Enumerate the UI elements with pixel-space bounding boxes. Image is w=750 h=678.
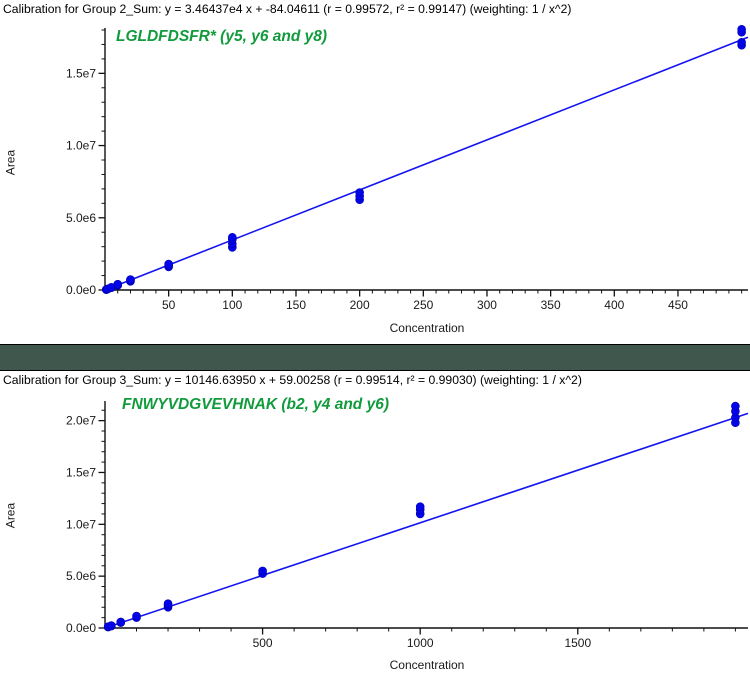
data-point xyxy=(737,24,746,34)
y-axis-label-top: Area xyxy=(3,149,18,176)
data-point xyxy=(126,275,135,284)
x-tick-label: 50 xyxy=(162,298,176,312)
x-tick-label: 500 xyxy=(253,636,273,650)
y-tick-label: 0.0e0 xyxy=(66,621,96,635)
x-tick-label: 350 xyxy=(541,298,561,312)
x-axis-label-top: Concentration xyxy=(389,321,465,335)
x-axis: 50 100 150 200 250 300 350 400 450 xyxy=(105,289,748,312)
y-axis: 0.0e0 5.0e6 1.0e7 1.5e7 xyxy=(66,28,106,297)
x-tick-label: 1000 xyxy=(407,636,434,650)
data-points xyxy=(103,401,740,632)
y-tick-label: 5.0e6 xyxy=(66,569,96,583)
data-point xyxy=(737,37,746,47)
data-point xyxy=(163,599,173,608)
x-tick-label: 400 xyxy=(604,298,624,312)
data-point xyxy=(107,621,116,630)
y-tick-label: 5.0e6 xyxy=(66,211,96,225)
x-tick-label: 150 xyxy=(286,298,306,312)
data-point xyxy=(731,401,740,411)
x-tick-label: 300 xyxy=(477,298,497,312)
x-tick-label: 250 xyxy=(413,298,433,312)
y-tick-label: 2.0e7 xyxy=(66,414,96,428)
fit-line xyxy=(104,412,749,629)
y-tick-label: 1.5e7 xyxy=(66,66,96,80)
data-point xyxy=(113,279,123,289)
peptide-annotation-bottom: FNWYVDGVEVHNAK (b2, y4 and y6) xyxy=(122,396,389,413)
data-point xyxy=(116,617,126,627)
chart-title-top: Calibration for Group 2_Sum: y = 3.46437… xyxy=(3,2,572,16)
data-point xyxy=(355,188,364,197)
x-tick-label: 450 xyxy=(668,298,688,312)
data-point xyxy=(258,566,267,576)
y-axis-label-bottom: Area xyxy=(3,502,18,529)
y-tick-label: 1.0e7 xyxy=(66,139,96,153)
x-tick-label: 1500 xyxy=(564,636,591,650)
x-tick-label: 200 xyxy=(350,298,370,312)
calibration-plot-bottom: 500 1000 1500 0.0e0 5.0e6 1.0e7 1.5e7 2.0e7 xyxy=(66,401,749,650)
data-point xyxy=(228,232,237,242)
calibration-plot-top: 50 100 150 200 250 300 350 400 450 0.0e0 5.0e6 1.0e… xyxy=(66,24,749,312)
chart-panel-top: 50 100 150 200 250 300 350 400 450 0.0e0 5.0e6 1.0e… xyxy=(3,2,749,335)
data-point xyxy=(415,502,425,511)
data-points xyxy=(101,24,746,294)
chart-title-bottom: Calibration for Group 3_Sum: y = 10146.6… xyxy=(3,373,582,387)
y-tick-label: 1.0e7 xyxy=(66,517,96,531)
x-axis: 500 1000 1500 xyxy=(105,627,748,650)
panel-separator-bar xyxy=(0,344,750,371)
data-point xyxy=(164,259,173,269)
fit-line xyxy=(104,36,749,291)
y-tick-label: 0.0e0 xyxy=(66,283,96,297)
chart-panel-bottom: 500 1000 1500 0.0e0 5.0e6 1.0e7 1.5e7 2.0e7 Cal… xyxy=(0,371,750,678)
data-point xyxy=(132,611,141,621)
y-tick-label: 1.5e7 xyxy=(66,465,96,479)
x-axis-label-bottom: Concentration xyxy=(389,658,465,672)
x-tick-label: 100 xyxy=(222,298,242,312)
peptide-annotation-top: LGLDFDSFR* (y5, y6 and y8) xyxy=(116,28,328,45)
y-axis: 0.0e0 5.0e6 1.0e7 1.5e7 2.0e7 xyxy=(66,401,106,635)
